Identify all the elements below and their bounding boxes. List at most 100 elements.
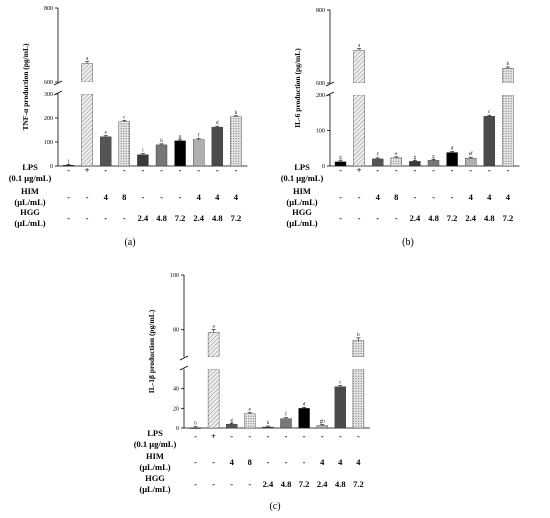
panel-a-him-cell: 4 [104, 192, 109, 202]
panel-b-lps-label: LPS [294, 162, 310, 172]
panel-b-lps-unit: (0.1 μg/mL) [281, 173, 324, 183]
panel-c-lps-cell: - [357, 431, 360, 441]
panel-c-bar [352, 340, 365, 358]
panel-c-lps-cell: - [339, 431, 342, 441]
panel-b-y-tick-label: 600 [316, 81, 325, 87]
panel-c-lps-cell: - [266, 431, 269, 441]
panel-a-lps-cell: - [123, 165, 126, 175]
panel-a-lps-cell: - [67, 165, 70, 175]
panel-a-hgg-unit: (μL/mL) [14, 218, 45, 228]
panel-b-y-axis-label: IL-6 production (pg/mL) [293, 48, 302, 128]
panel-b-sig-letter: d [451, 147, 454, 152]
panel-b-him-cell: 4 [469, 192, 474, 202]
panel-a-him-label: HIM [21, 186, 39, 196]
panel-b-hgg-cell: 4.8 [484, 213, 495, 223]
panel-c-bar-break-gap [351, 357, 365, 369]
panel-a-hgg-cell: - [123, 213, 126, 223]
panel-c-sig-letter: e [249, 408, 252, 413]
panel-c-bar [262, 426, 274, 429]
panel-a-hgg-cell: 7.2 [231, 213, 242, 223]
panel-c-hgg-cell: 4.8 [281, 479, 292, 489]
panel-c-lps-cell: - [321, 431, 324, 441]
panel-a-sig-letter: e [105, 131, 108, 136]
panel-a-sig-letter: h [160, 139, 163, 144]
panel-c-y-tick-label: 40 [173, 387, 179, 393]
panel-c-hgg-cell: - [248, 479, 251, 489]
panel-b-hgg-cell: - [358, 213, 361, 223]
panel-b-bar-break-gap [501, 83, 515, 95]
panel-c-bar-break-gap [207, 357, 221, 369]
panel-b-bar [353, 49, 365, 84]
panel-c-him-cell: 4 [338, 457, 343, 467]
panel-a-hgg-cell: 4.8 [212, 213, 223, 223]
panel-a-hgg-cell: - [104, 213, 107, 223]
panel-c-y-axis-label: IL-1β production (pg/mL) [147, 309, 156, 393]
panel-a-sig-letter: c [123, 116, 126, 121]
panel-c-him-cell: - [212, 457, 215, 467]
panel-a-hgg-cell: - [67, 213, 70, 223]
panel-c-hgg-cell: - [212, 479, 215, 489]
panel-b-hgg-unit: (μL/mL) [286, 218, 317, 228]
panel-a-y-tick-label: 100 [44, 140, 53, 146]
panel-c-y-tick-label: 100 [170, 273, 179, 279]
panel-b-axis-break-mark [325, 81, 335, 87]
panel-b-y-tick-label: 0 [322, 164, 325, 170]
panel-a-hgg-label: HGG [20, 207, 40, 217]
panel-a-lps-label: LPS [22, 162, 38, 172]
panel-c-him-unit: (μL/mL) [139, 462, 170, 472]
panel-c-him-cell: 4 [320, 457, 325, 467]
panel-a-bar [174, 140, 186, 167]
panel-c-sig-letter: g [230, 418, 233, 423]
panel-b-lps-cell: - [413, 165, 416, 175]
panel-a-bar [81, 63, 93, 83]
panel-c-hgg-cell: 7.2 [353, 479, 364, 489]
panel-a-sig-letter: f [198, 134, 200, 139]
panel-b-hgg-cell: 2.4 [410, 213, 421, 223]
panel-c-hgg-cell: 4.8 [335, 479, 346, 489]
panel-b-hgg-cell: 7.2 [447, 213, 458, 223]
panel-a-him-cell: - [160, 192, 163, 202]
panel-a-bar [230, 116, 242, 167]
panel-b-sig-letter: g [414, 155, 417, 160]
panel-c-sig-letter: a [212, 325, 215, 330]
panel-a-him-unit: (μL/mL) [14, 197, 45, 207]
panel-b-sig-letter: c [488, 110, 491, 115]
panel-b-sig-letter: b [507, 62, 510, 67]
panel-c-bar [244, 413, 256, 429]
panel-b-sig-letter: ef [469, 152, 473, 157]
panel-b-him-cell: - [358, 192, 361, 202]
panel-a-y-tick-label: 800 [44, 6, 53, 12]
panel-a-him-cell: 4 [234, 192, 239, 202]
panel-c-bar [207, 332, 220, 358]
panel-a-y-tick-label: 300 [44, 92, 53, 98]
panel-c-lps-unit: (0.1 μg/mL) [134, 439, 177, 449]
panel-c-hgg-cell: 7.2 [299, 479, 310, 489]
panel-a-bar [118, 121, 131, 167]
panel-a-y-axis-label: TNF-α production (pg/mL) [21, 43, 30, 130]
panel-b-sig-letter: g [339, 156, 342, 161]
panel-b-y-tick-label: 200 [316, 93, 325, 99]
panel-c-y-tick-label: 80 [173, 328, 179, 334]
panel-a-lps-cell: - [216, 165, 219, 175]
panel-a-sig-letter: j [67, 159, 69, 164]
panel-b-hgg-cell: - [339, 213, 342, 223]
panel-b-hgg-cell: 7.2 [503, 213, 514, 223]
panel-c-him-cell: - [194, 457, 197, 467]
panel-a-him-cell: 4 [197, 192, 202, 202]
panel-a-sig-letter: d [216, 121, 219, 126]
panel-a-sig-letter: b [235, 111, 238, 116]
panel-b-hgg-cell: - [376, 213, 379, 223]
panel-b-him-cell: - [432, 192, 435, 202]
panel-c-bar [280, 418, 292, 429]
panel-c-bar [298, 408, 310, 429]
panel-a-lps-cell: - [160, 165, 163, 175]
panel-c-hgg-label: HGG [145, 473, 165, 483]
panel-a-hgg-cell: 2.4 [193, 213, 204, 223]
panel-a-sig-letter: g [179, 135, 182, 140]
panel-c-lps-cell: - [194, 431, 197, 441]
panel-a-him-cell: - [86, 192, 89, 202]
panel-b-lps-cell: - [339, 165, 342, 175]
panel-c-lps-cell: - [285, 431, 288, 441]
panel-a-lps-unit: (0.1 μg/mL) [9, 173, 52, 183]
panel-c-sig-letter: d [303, 402, 306, 407]
